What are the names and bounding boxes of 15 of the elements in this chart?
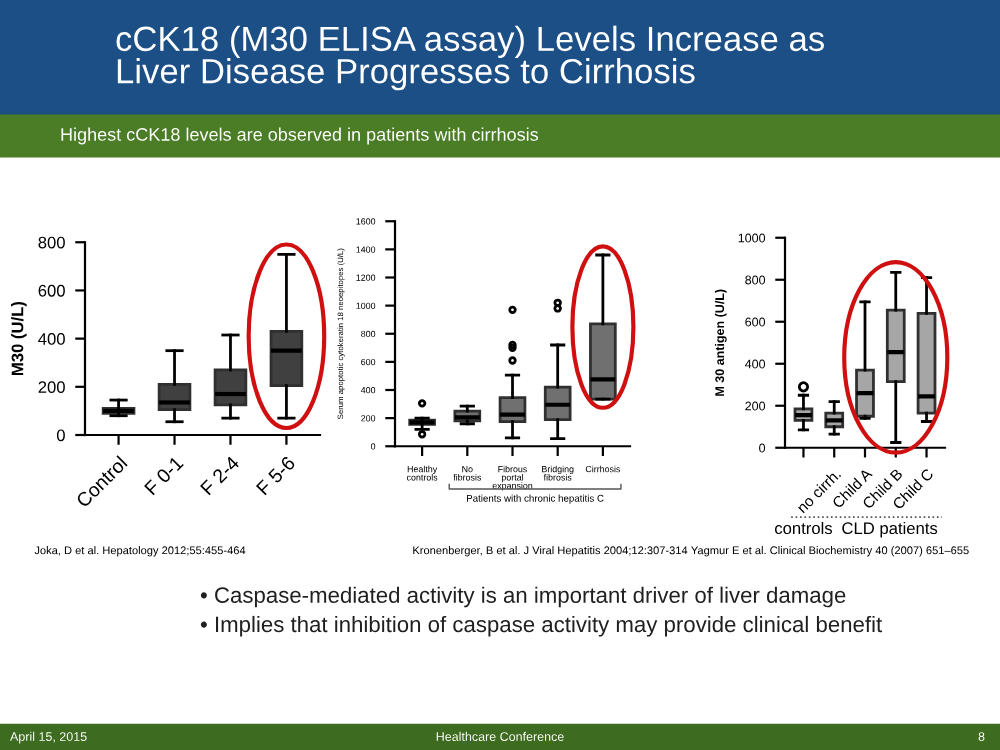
y-tick-label: 400 xyxy=(38,333,65,345)
x-tick-label: F 2-4 xyxy=(199,455,241,496)
text: cCK18 (M30 ELISA assay) Levels Increase as Liver Disease Progresses to Cirrhosis xyxy=(116,25,824,91)
y-axis-title: M30 (U/L) xyxy=(11,301,27,376)
y-tick-label: 600 xyxy=(38,284,65,297)
y-tick-label: 0 xyxy=(56,429,65,442)
text: CLD patients xyxy=(842,521,938,538)
text: • Caspase-mediated activity is an important driver of liver damage xyxy=(200,586,846,608)
text: Highest cCK18 levels are observed in patients with cirrhosis xyxy=(61,127,539,145)
y-tick-label: 800 xyxy=(38,236,65,249)
x-tick-label: F 0-1 xyxy=(143,455,184,496)
x-tick-label: F 5-6 xyxy=(255,455,296,496)
y-tick-label: 200 xyxy=(38,381,65,394)
text: • Implies that inhibition of caspase activity may provide clinical benefit xyxy=(200,615,883,637)
text: controls xyxy=(774,521,833,535)
